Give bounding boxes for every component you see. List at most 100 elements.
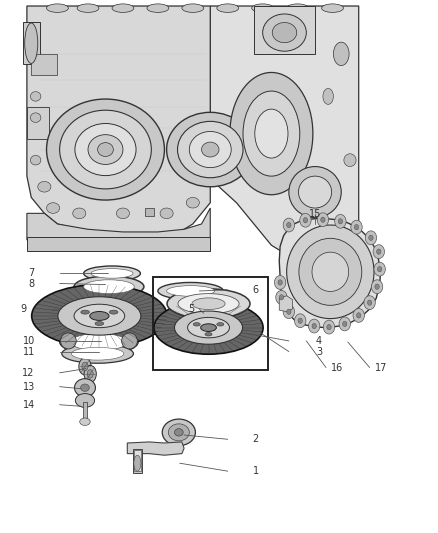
Ellipse shape bbox=[201, 324, 216, 332]
Text: 9: 9 bbox=[20, 304, 26, 314]
Ellipse shape bbox=[276, 290, 287, 304]
Ellipse shape bbox=[230, 72, 313, 195]
Ellipse shape bbox=[182, 4, 204, 12]
Ellipse shape bbox=[303, 217, 307, 223]
Ellipse shape bbox=[166, 112, 254, 187]
Ellipse shape bbox=[351, 220, 362, 234]
Text: 16: 16 bbox=[331, 362, 343, 373]
Ellipse shape bbox=[25, 23, 38, 63]
Polygon shape bbox=[27, 208, 210, 240]
Polygon shape bbox=[279, 296, 292, 312]
Ellipse shape bbox=[46, 99, 164, 200]
Ellipse shape bbox=[298, 176, 332, 208]
Ellipse shape bbox=[30, 92, 41, 101]
Ellipse shape bbox=[289, 166, 341, 217]
Bar bbox=[31, 54, 57, 75]
Ellipse shape bbox=[60, 110, 151, 189]
Text: 4: 4 bbox=[316, 336, 322, 346]
Ellipse shape bbox=[30, 113, 41, 123]
Polygon shape bbox=[279, 219, 381, 328]
Polygon shape bbox=[254, 6, 315, 54]
Ellipse shape bbox=[263, 14, 306, 51]
Ellipse shape bbox=[122, 333, 138, 349]
Ellipse shape bbox=[294, 314, 306, 328]
Ellipse shape bbox=[287, 309, 291, 314]
Ellipse shape bbox=[88, 135, 123, 165]
Ellipse shape bbox=[317, 213, 328, 227]
Ellipse shape bbox=[323, 88, 333, 104]
Ellipse shape bbox=[46, 4, 68, 12]
Ellipse shape bbox=[46, 203, 60, 213]
Ellipse shape bbox=[357, 313, 361, 318]
Ellipse shape bbox=[38, 181, 51, 192]
Ellipse shape bbox=[91, 269, 133, 278]
Ellipse shape bbox=[201, 142, 219, 157]
Ellipse shape bbox=[117, 208, 130, 219]
Ellipse shape bbox=[321, 4, 343, 12]
Text: 13: 13 bbox=[22, 382, 35, 392]
Ellipse shape bbox=[365, 231, 377, 245]
Ellipse shape bbox=[189, 132, 231, 167]
Ellipse shape bbox=[338, 219, 343, 224]
Ellipse shape bbox=[80, 418, 90, 425]
Text: 15: 15 bbox=[309, 209, 322, 220]
Ellipse shape bbox=[187, 318, 230, 338]
Ellipse shape bbox=[373, 245, 385, 259]
Ellipse shape bbox=[81, 310, 89, 314]
Ellipse shape bbox=[174, 311, 243, 344]
Text: 8: 8 bbox=[28, 279, 35, 288]
Ellipse shape bbox=[367, 300, 372, 305]
Ellipse shape bbox=[275, 276, 286, 289]
Ellipse shape bbox=[110, 310, 118, 314]
Bar bbox=[152, 277, 268, 370]
Ellipse shape bbox=[62, 344, 134, 364]
Ellipse shape bbox=[98, 143, 113, 157]
Ellipse shape bbox=[167, 289, 250, 319]
Ellipse shape bbox=[312, 252, 349, 292]
Bar bbox=[27, 237, 210, 251]
Text: 14: 14 bbox=[22, 400, 35, 410]
Ellipse shape bbox=[278, 280, 283, 285]
Text: 5: 5 bbox=[188, 304, 194, 314]
Polygon shape bbox=[210, 6, 359, 261]
Ellipse shape bbox=[283, 305, 294, 319]
Ellipse shape bbox=[321, 217, 325, 222]
Ellipse shape bbox=[354, 224, 359, 230]
Bar bbox=[27, 107, 49, 139]
Ellipse shape bbox=[287, 4, 308, 12]
Ellipse shape bbox=[177, 122, 243, 177]
Ellipse shape bbox=[82, 362, 88, 370]
Ellipse shape bbox=[298, 318, 302, 324]
Ellipse shape bbox=[333, 42, 349, 66]
Ellipse shape bbox=[84, 366, 96, 382]
Polygon shape bbox=[127, 442, 184, 455]
Ellipse shape bbox=[193, 322, 200, 326]
Ellipse shape bbox=[84, 280, 134, 294]
Ellipse shape bbox=[71, 334, 127, 351]
Text: 1: 1 bbox=[253, 466, 259, 476]
Ellipse shape bbox=[327, 325, 331, 330]
Ellipse shape bbox=[255, 109, 288, 158]
Ellipse shape bbox=[60, 329, 138, 355]
Ellipse shape bbox=[174, 429, 183, 436]
Ellipse shape bbox=[154, 301, 263, 354]
Ellipse shape bbox=[87, 369, 93, 378]
Ellipse shape bbox=[344, 154, 356, 166]
Bar bbox=[133, 449, 142, 473]
Ellipse shape bbox=[74, 378, 95, 397]
Ellipse shape bbox=[272, 22, 297, 43]
Ellipse shape bbox=[283, 218, 294, 232]
Ellipse shape bbox=[312, 324, 316, 329]
Ellipse shape bbox=[252, 4, 274, 12]
Ellipse shape bbox=[32, 285, 167, 348]
Ellipse shape bbox=[353, 309, 364, 322]
Ellipse shape bbox=[95, 321, 104, 326]
Ellipse shape bbox=[343, 321, 347, 327]
Ellipse shape bbox=[160, 208, 173, 219]
Ellipse shape bbox=[308, 319, 320, 333]
Polygon shape bbox=[27, 6, 210, 240]
Ellipse shape bbox=[75, 124, 136, 175]
Ellipse shape bbox=[178, 294, 239, 314]
Bar bbox=[134, 450, 141, 471]
Text: 7: 7 bbox=[28, 268, 35, 278]
